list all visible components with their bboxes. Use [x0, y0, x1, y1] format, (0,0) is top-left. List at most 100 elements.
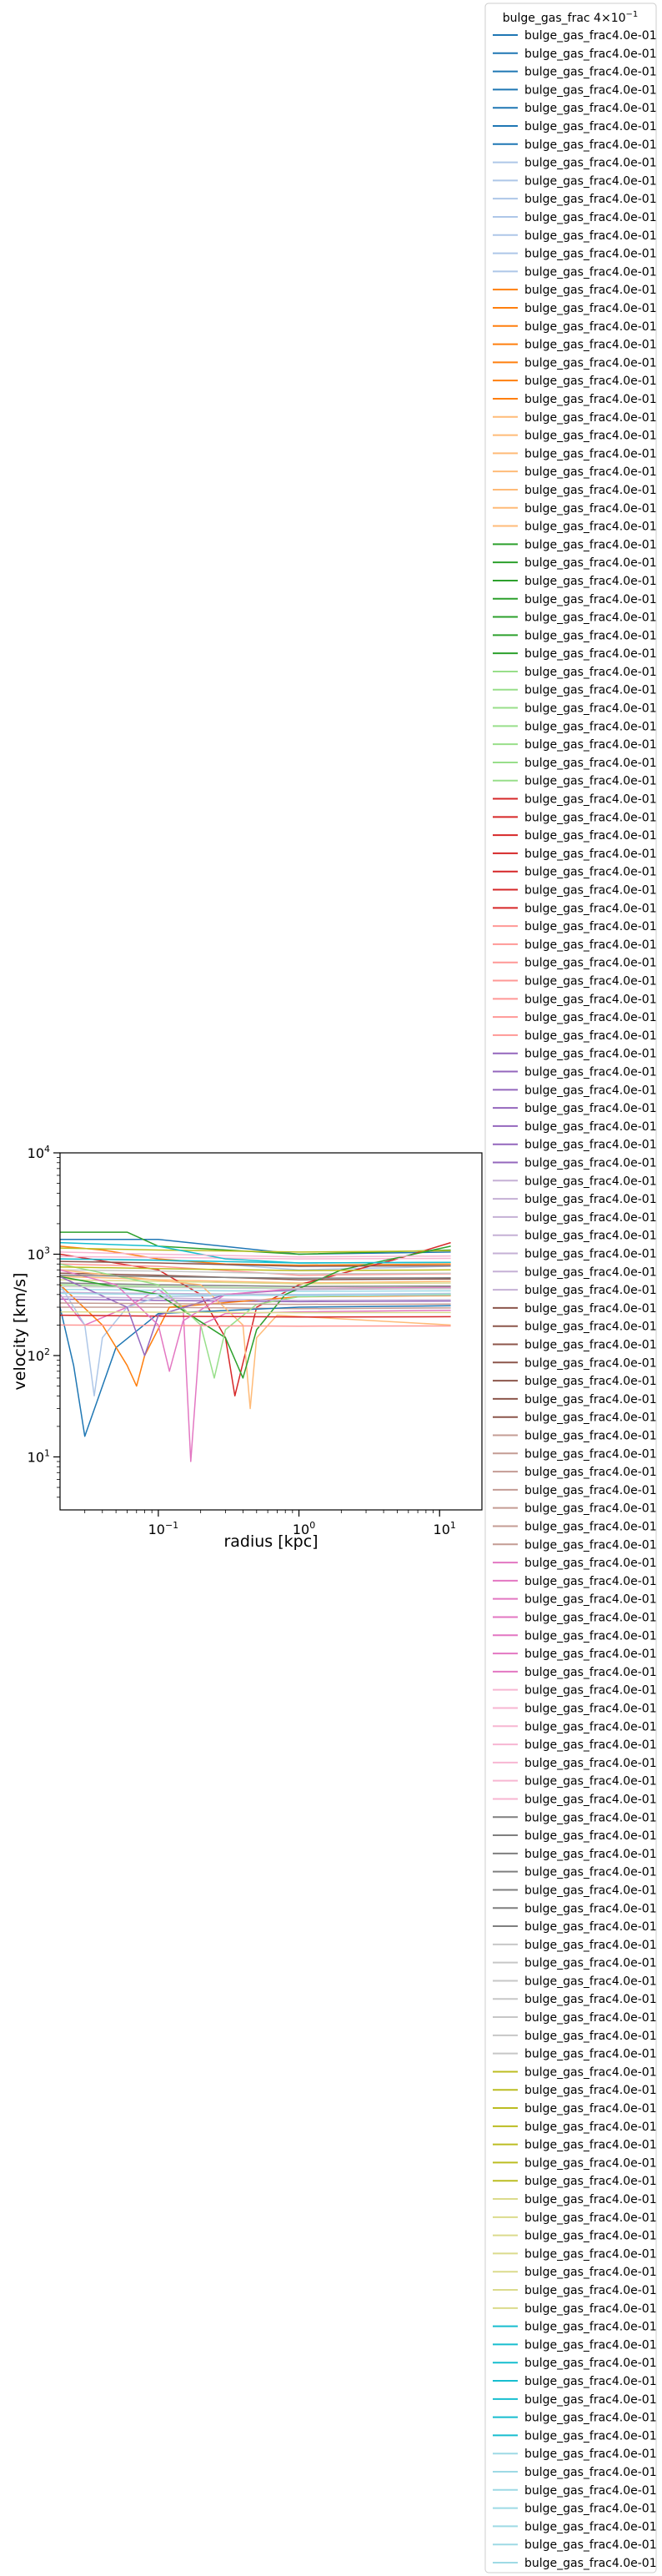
legend-entry-label: bulge_gas_frac4.0e-01 — [524, 1429, 657, 1442]
legend-entry-label: bulge_gas_frac4.0e-01 — [524, 1356, 657, 1370]
legend-entry-label: bulge_gas_frac4.0e-01 — [524, 502, 657, 516]
series-line-8 — [60, 1263, 451, 1276]
series-line-18 — [60, 1279, 451, 1285]
legend-entry-label: bulge_gas_frac4.0e-01 — [524, 757, 657, 770]
series-line-32 — [60, 1302, 451, 1306]
legend-entry-label: bulge_gas_frac4.0e-01 — [524, 211, 657, 224]
legend-entry-label: bulge_gas_frac4.0e-01 — [524, 248, 657, 261]
legend-entry-label: bulge_gas_frac4.0e-01 — [524, 1738, 657, 1752]
legend-entry-label: bulge_gas_frac4.0e-01 — [524, 2538, 657, 2552]
y-axis-label: velocity [km/s] — [11, 1273, 29, 1391]
series-line-9 — [60, 1298, 451, 1303]
series-line-20 — [60, 1288, 451, 1292]
legend-entry-label: bulge_gas_frac4.0e-01 — [524, 593, 657, 606]
series-line-36 — [60, 1285, 451, 1290]
legend-entry-label: bulge_gas_frac4.0e-01 — [524, 1102, 657, 1115]
legend-entry-label: bulge_gas_frac4.0e-01 — [524, 284, 657, 297]
legend-entry-label: bulge_gas_frac4.0e-01 — [524, 302, 657, 315]
legend-entry-label: bulge_gas_frac4.0e-01 — [524, 1920, 657, 1934]
legend-entry-label: bulge_gas_frac4.0e-01 — [524, 83, 657, 97]
legend-entry-label: bulge_gas_frac4.0e-01 — [524, 1975, 657, 1988]
legend-entry-label: bulge_gas_frac4.0e-01 — [524, 2412, 657, 2425]
legend-entry-label: bulge_gas_frac4.0e-01 — [524, 1993, 657, 2006]
legend-entry-label: bulge_gas_frac4.0e-01 — [524, 884, 657, 898]
legend-entry-label: bulge_gas_frac4.0e-01 — [524, 66, 657, 79]
legend-entry-label: bulge_gas_frac4.0e-01 — [524, 1520, 657, 1533]
legend-entry-label: bulge_gas_frac4.0e-01 — [524, 1029, 657, 1043]
legend-entry-label: bulge_gas_frac4.0e-01 — [524, 738, 657, 752]
legend-entry-label: bulge_gas_frac4.0e-01 — [524, 1829, 657, 1843]
legend-entry-label: bulge_gas_frac4.0e-01 — [524, 1484, 657, 1497]
legend-entry-label: bulge_gas_frac4.0e-01 — [524, 1757, 657, 1770]
legend-entry-label: bulge_gas_frac4.0e-01 — [524, 2375, 657, 2388]
legend-entry-label: bulge_gas_frac4.0e-01 — [524, 2484, 657, 2498]
y-tick-label: 102 — [28, 1346, 50, 1364]
legend-entry-label: bulge_gas_frac4.0e-01 — [524, 29, 657, 43]
legend-entry-label: bulge_gas_frac4.0e-01 — [524, 1538, 657, 1552]
legend-entry-label: bulge_gas_frac4.0e-01 — [524, 2011, 657, 2025]
legend-entry-label: bulge_gas_frac4.0e-01 — [524, 2321, 657, 2334]
plot-area — [60, 1153, 482, 1510]
series-line-23 — [60, 1284, 451, 1387]
legend-entry-label: bulge_gas_frac4.0e-01 — [524, 575, 657, 588]
legend-entry-label: bulge_gas_frac4.0e-01 — [524, 1447, 657, 1461]
legend-entry-label: bulge_gas_frac4.0e-01 — [524, 2557, 657, 2570]
legend-entry-label: bulge_gas_frac4.0e-01 — [524, 920, 657, 933]
legend-entry-label: bulge_gas_frac4.0e-01 — [524, 1011, 657, 1024]
legend-entry-label: bulge_gas_frac4.0e-01 — [524, 629, 657, 642]
legend-entry-label: bulge_gas_frac4.0e-01 — [524, 465, 657, 479]
legend-entry-label: bulge_gas_frac4.0e-01 — [524, 2121, 657, 2134]
series-line-33 — [60, 1269, 451, 1372]
legend-entry-label: bulge_gas_frac4.0e-01 — [524, 174, 657, 188]
legend-entry-label: bulge_gas_frac4.0e-01 — [524, 1048, 657, 1061]
legend-entry-label: bulge_gas_frac4.0e-01 — [524, 848, 657, 861]
legend-entry-label: bulge_gas_frac4.0e-01 — [524, 902, 657, 915]
series-line-26 — [60, 1263, 451, 1379]
legend-entry-label: bulge_gas_frac4.0e-01 — [524, 1157, 657, 1170]
legend-entry-label: bulge_gas_frac4.0e-01 — [524, 811, 657, 824]
legend-entry-label: bulge_gas_frac4.0e-01 — [524, 1575, 657, 1588]
legend-entry-label: bulge_gas_frac4.0e-01 — [524, 866, 657, 879]
legend-entry-label: bulge_gas_frac4.0e-01 — [524, 1193, 657, 1206]
legend-title: bulge_gas_frac 4×10−1 — [503, 10, 639, 25]
legend-entry-label: bulge_gas_frac4.0e-01 — [524, 2030, 657, 2043]
axis-ticks: 10−1 100 101 101 102 103 104 — [28, 1144, 456, 1537]
legend-entry-label: bulge_gas_frac4.0e-01 — [524, 2520, 657, 2533]
legend-entry-label: bulge_gas_frac4.0e-01 — [524, 1175, 657, 1188]
legend-entry-label: bulge_gas_frac4.0e-01 — [524, 375, 657, 388]
y-tick-label: 104 — [28, 1144, 50, 1161]
series-line-34 — [60, 1251, 451, 1258]
legend-entry-label: bulge_gas_frac4.0e-01 — [524, 702, 657, 716]
legend-entry-label: bulge_gas_frac4.0e-01 — [524, 120, 657, 133]
plot-frame — [59, 1152, 483, 1511]
legend-entry-label: bulge_gas_frac4.0e-01 — [524, 1248, 657, 1261]
x-tick-label: 10−1 — [148, 1520, 179, 1537]
legend-entry-label: bulge_gas_frac4.0e-01 — [524, 1866, 657, 1879]
legend-entry-label: bulge_gas_frac4.0e-01 — [524, 1375, 657, 1388]
series-line-16 — [60, 1269, 451, 1275]
legend-entry-label: bulge_gas_frac4.0e-01 — [524, 975, 657, 989]
series-line-15 — [60, 1282, 451, 1287]
legend-entry-label: bulge_gas_frac4.0e-01 — [524, 2175, 657, 2188]
x-tick-label: 101 — [434, 1520, 456, 1537]
series-line-37 — [60, 1265, 451, 1271]
legend-entry-label: bulge_gas_frac4.0e-01 — [524, 339, 657, 352]
legend-entry-label: bulge_gas_frac4.0e-01 — [524, 684, 657, 697]
legend-entry-label: bulge_gas_frac4.0e-01 — [524, 2284, 657, 2297]
series-line-40 — [60, 1292, 451, 1296]
legend-entry-label: bulge_gas_frac4.0e-01 — [524, 611, 657, 625]
legend-entry-label: bulge_gas_frac4.0e-01 — [524, 1811, 657, 1824]
legend-entry-label: bulge_gas_frac4.0e-01 — [524, 1302, 657, 1316]
legend-entry-label: bulge_gas_frac4.0e-01 — [524, 157, 657, 170]
legend-entry-label: bulge_gas_frac4.0e-01 — [524, 1230, 657, 1243]
legend-entry-label: bulge_gas_frac4.0e-01 — [524, 1265, 657, 1279]
legend-entry-label: bulge_gas_frac4.0e-01 — [524, 1466, 657, 1479]
series-line-14 — [60, 1255, 451, 1260]
legend-entry-label: bulge_gas_frac4.0e-01 — [524, 1611, 657, 1624]
legend-entry-label: bulge_gas_frac4.0e-01 — [524, 2139, 657, 2152]
legend-entry-label: bulge_gas_frac4.0e-01 — [524, 2230, 657, 2243]
legend-entry-label: bulge_gas_frac4.0e-01 — [524, 393, 657, 406]
legend-entry-label: bulge_gas_frac4.0e-01 — [524, 2448, 657, 2461]
legend-entry-label: bulge_gas_frac4.0e-01 — [524, 2338, 657, 2352]
